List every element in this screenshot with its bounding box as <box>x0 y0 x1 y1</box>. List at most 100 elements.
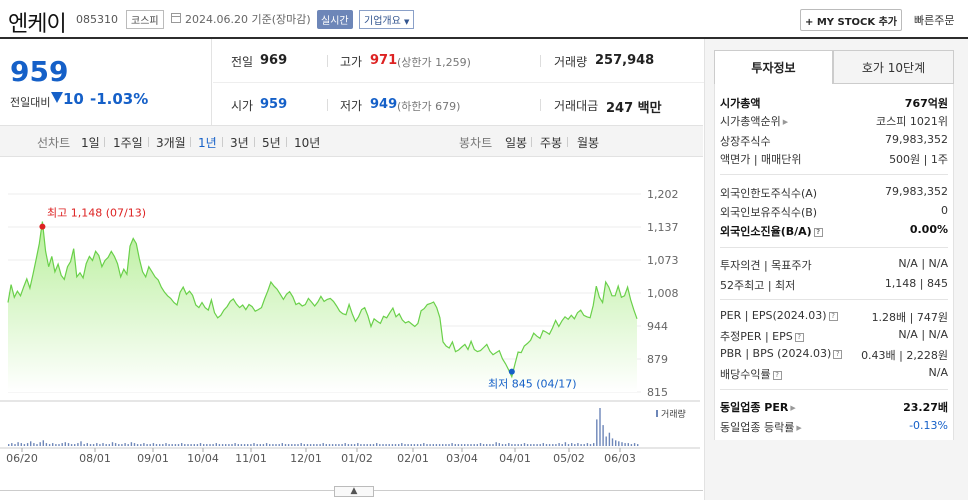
market-badge: 코스피 <box>126 10 164 29</box>
tab-monthly[interactable]: 월봉 <box>577 136 600 150</box>
volume-bar <box>297 444 299 446</box>
volume-bar <box>552 444 554 446</box>
volume-bar <box>64 442 66 446</box>
volume-bar <box>199 443 202 446</box>
volume-bar <box>630 444 633 446</box>
volume-bar <box>445 444 447 446</box>
volume-bar <box>391 444 394 446</box>
volume-bar <box>165 443 167 446</box>
volume-bar <box>309 444 312 446</box>
help-icon[interactable]: ? <box>828 312 838 321</box>
row-label: 동일업종 PER <box>720 401 789 414</box>
volume-bar <box>130 442 133 446</box>
open-value: 959 <box>260 97 288 112</box>
chevron-down-icon: ▼ <box>404 18 410 26</box>
volume-bar <box>14 444 16 446</box>
volume-bar <box>33 443 35 446</box>
tab-1w[interactable]: 1주일 <box>113 136 143 150</box>
volume-bar <box>127 444 129 446</box>
tab-weekly[interactable]: 주봉 <box>540 136 563 150</box>
help-icon[interactable]: ? <box>772 371 782 380</box>
volume-bar <box>313 444 315 446</box>
volume-bar <box>218 444 221 446</box>
row-label: 외국인보유주식수(B) <box>720 206 818 219</box>
tab-daily[interactable]: 일봉 <box>505 136 528 150</box>
volume-bar <box>611 438 614 446</box>
volume-bar <box>376 443 378 446</box>
y-tick-label: 1,137 <box>647 221 679 234</box>
stock-code: 085310 <box>76 13 118 26</box>
tab-divider <box>222 137 223 147</box>
dividend-row: 배당수익률? N/A <box>720 366 948 384</box>
tab-invest-info[interactable]: 투자정보 <box>714 50 833 84</box>
volume-bar <box>319 444 321 446</box>
volume-bar <box>58 444 60 446</box>
volume-bar <box>366 444 368 446</box>
volume-bar <box>92 444 95 446</box>
volume-bar <box>523 443 526 446</box>
volume-bar <box>451 443 453 446</box>
industry-per-row[interactable]: 동일업종 PER ▶ 23.27배 <box>720 399 948 417</box>
volume-bar <box>262 444 265 446</box>
help-icon[interactable]: ? <box>794 333 804 342</box>
volume-bar <box>291 444 293 446</box>
volume-bar <box>171 444 173 446</box>
row-label: 배당수익률 <box>720 368 771 381</box>
row-label: 외국인소진율(B/A) <box>720 225 812 238</box>
collapse-chart-button[interactable]: ▲ <box>334 486 374 497</box>
volume-bar <box>372 444 375 446</box>
tab-3y[interactable]: 3년 <box>230 136 249 150</box>
chart-tab-bar <box>0 125 703 157</box>
volume-bar <box>17 442 19 446</box>
stock-name: 엔케이 <box>8 12 67 37</box>
tab-quote-10[interactable]: 호가 10단계 <box>833 50 954 84</box>
tab-1d[interactable]: 1일 <box>81 136 100 150</box>
open-label: 시가 <box>231 99 254 113</box>
help-icon[interactable]: ? <box>813 228 823 237</box>
add-my-stock-button[interactable]: + MY STOCK 추가 <box>800 9 902 31</box>
volume-bar <box>602 425 604 446</box>
volume-bar <box>429 444 431 446</box>
market-cap-rank-row[interactable]: 시가총액순위 ▶ 코스피 1021위 <box>720 113 948 131</box>
company-overview-button[interactable]: 기업개요 ▼ <box>359 10 415 29</box>
volume-bar <box>530 444 532 446</box>
volume-bar <box>77 443 79 446</box>
volume-bar <box>536 444 538 446</box>
tab-1y[interactable]: 1년 <box>198 136 217 150</box>
x-tick-label: 03/04 <box>446 452 478 465</box>
tab-divider <box>104 137 105 147</box>
volume-bar <box>360 444 362 446</box>
price-chart: 1,202 1,137 1,073 1,008 944 879 815 06/20 08/01… <box>0 188 700 465</box>
volume-value: 257,948 <box>595 53 655 68</box>
foreign-holding-row: 외국인보유주식수(B) 0 <box>720 204 948 222</box>
tab-10y[interactable]: 10년 <box>294 136 321 150</box>
volume-bar <box>36 444 38 446</box>
volume-bar <box>596 419 598 446</box>
volume-bar <box>155 444 158 446</box>
min-annotation: 최저 845 (04/17) <box>488 378 577 391</box>
tab-3m[interactable]: 3개월 <box>156 136 186 150</box>
max-annotation: 최고 1,148 (07/13) <box>47 207 146 220</box>
caret-right-icon: ▶ <box>796 424 802 432</box>
volume-bar <box>269 444 271 446</box>
help-icon[interactable]: ? <box>833 350 843 359</box>
volume-bar <box>281 443 283 446</box>
stat-divider <box>540 99 541 111</box>
industry-change-row[interactable]: 동일업종 등락률 ▶ -0.13% <box>720 419 948 437</box>
volume-bar <box>495 442 497 446</box>
volume-bar <box>221 444 224 446</box>
volume-bar <box>347 444 350 446</box>
high-value: 971 <box>370 53 398 68</box>
volume-bar <box>278 444 280 446</box>
pbr-bps-row: PBR | BPS (2024.03)? 0.43배 | 2,228원 <box>720 347 948 365</box>
max-marker <box>39 223 46 230</box>
tab-5y[interactable]: 5년 <box>262 136 281 150</box>
realtime-button[interactable]: 실시간 <box>317 10 353 29</box>
volume-bar <box>250 444 252 446</box>
trade-amount-value: 247 백만 <box>606 101 662 116</box>
quick-order-link[interactable]: 빠른주문 <box>914 14 955 27</box>
volume-bar <box>26 443 29 446</box>
volume-bar <box>341 444 343 446</box>
volume-bar <box>111 442 114 446</box>
panel-divider <box>720 299 948 300</box>
